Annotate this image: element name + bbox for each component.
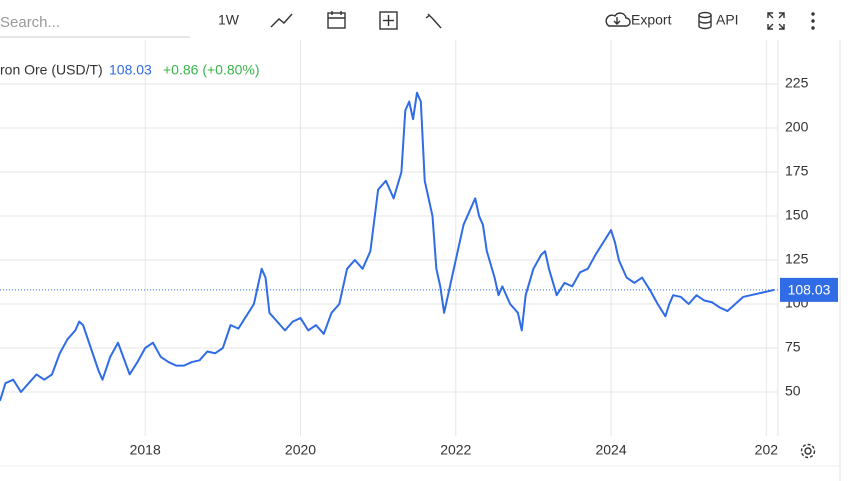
- tools-icon[interactable]: [425, 13, 442, 29]
- api-icon[interactable]: [698, 11, 712, 30]
- y-tick-label: 150: [785, 207, 809, 223]
- y-tick-label: 75: [785, 339, 801, 355]
- y-tick-label: 125: [785, 251, 809, 267]
- price-line: [0, 91, 775, 402]
- search-input[interactable]: Search...: [0, 14, 60, 31]
- chart-title: ron Ore (USD/T): [0, 62, 103, 78]
- last-price: 108.03: [109, 62, 152, 78]
- add-indicator-icon[interactable]: [379, 11, 398, 30]
- export-icon[interactable]: [605, 12, 631, 27]
- last-price-box: [780, 277, 838, 302]
- calendar-icon[interactable]: [327, 11, 346, 29]
- x-tick-label: 2022: [440, 442, 471, 458]
- price-change: +0.86 (+0.80%): [163, 62, 260, 78]
- x-tick-label: 202: [755, 442, 779, 458]
- api-button[interactable]: API: [716, 12, 739, 28]
- y-tick-label: 50: [785, 383, 801, 399]
- x-tick-label: 2020: [285, 442, 316, 458]
- y-tick-label: 225: [785, 75, 809, 91]
- menu-icon[interactable]: [811, 12, 815, 30]
- chart-type-icon[interactable]: [270, 13, 293, 28]
- settings-icon[interactable]: [800, 443, 816, 459]
- x-tick-label: 2018: [130, 442, 161, 458]
- x-tick-label: 2024: [595, 442, 626, 458]
- export-button[interactable]: Export: [631, 12, 672, 28]
- period-button[interactable]: 1W: [218, 12, 240, 28]
- y-tick-label: 200: [785, 119, 809, 135]
- y-tick-label: 175: [785, 163, 809, 179]
- last-price-label: 108.03: [788, 282, 831, 298]
- fullscreen-icon[interactable]: [767, 12, 785, 30]
